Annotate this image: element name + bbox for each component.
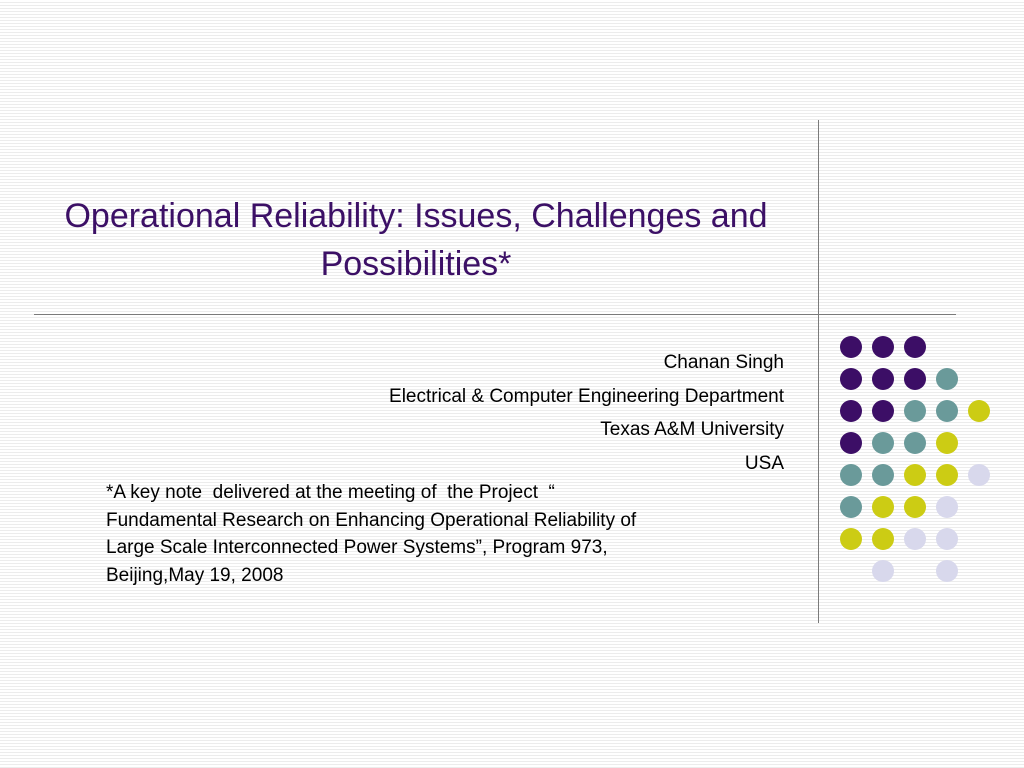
olive-dot bbox=[968, 400, 990, 422]
olive-dot bbox=[904, 464, 926, 486]
lavender-dot bbox=[904, 528, 926, 550]
teal-dot bbox=[936, 368, 958, 390]
author-name: Chanan Singh bbox=[663, 352, 784, 373]
purple-dot bbox=[840, 400, 862, 422]
olive-dot bbox=[936, 432, 958, 454]
purple-dot bbox=[904, 368, 926, 390]
lavender-dot bbox=[872, 560, 894, 582]
lavender-dot bbox=[936, 528, 958, 550]
lavender-dot bbox=[936, 560, 958, 582]
olive-dot bbox=[936, 464, 958, 486]
teal-dot bbox=[904, 400, 926, 422]
purple-dot bbox=[872, 368, 894, 390]
olive-dot bbox=[904, 496, 926, 518]
olive-dot bbox=[840, 528, 862, 550]
lavender-dot bbox=[968, 464, 990, 486]
lavender-dot bbox=[936, 496, 958, 518]
purple-dot bbox=[872, 336, 894, 358]
author-block: Chanan Singh Electrical & Computer Engin… bbox=[300, 346, 784, 480]
footnote: *A key note delivered at the meeting of … bbox=[106, 482, 637, 586]
purple-dot bbox=[840, 432, 862, 454]
teal-dot bbox=[872, 464, 894, 486]
author-department: Electrical & Computer Engineering Depart… bbox=[389, 385, 784, 407]
author-country: USA bbox=[744, 452, 784, 474]
vertical-divider bbox=[818, 120, 819, 623]
purple-dot bbox=[872, 400, 894, 422]
teal-dot bbox=[840, 464, 862, 486]
author-university: Texas A&M University bbox=[600, 419, 784, 440]
teal-dot bbox=[872, 432, 894, 454]
teal-dot bbox=[840, 496, 862, 518]
olive-dot bbox=[872, 496, 894, 518]
olive-dot bbox=[872, 528, 894, 550]
teal-dot bbox=[904, 432, 926, 454]
purple-dot bbox=[904, 336, 926, 358]
purple-dot bbox=[840, 336, 862, 358]
purple-dot bbox=[840, 368, 862, 390]
teal-dot bbox=[936, 400, 958, 422]
horizontal-divider bbox=[34, 314, 956, 315]
slide-title: Operational Reliability: Issues, Challen… bbox=[64, 197, 768, 283]
